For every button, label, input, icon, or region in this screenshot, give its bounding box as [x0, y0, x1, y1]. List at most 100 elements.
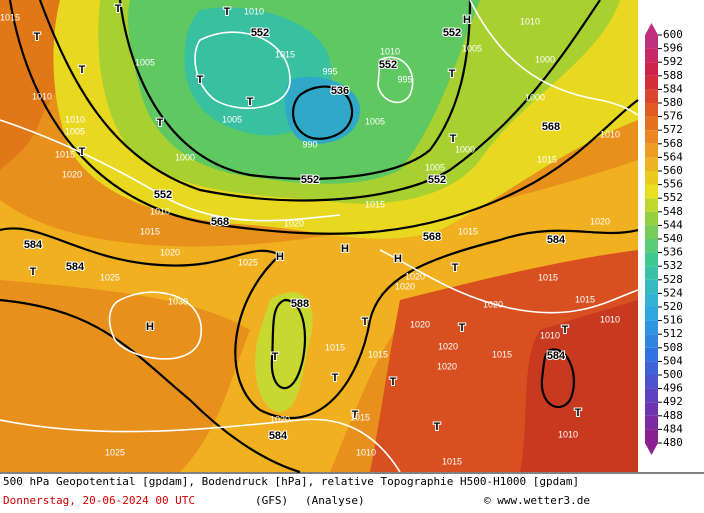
pressure-label: 1010 [600, 314, 620, 324]
colorbar-swatch [645, 48, 658, 63]
pressure-label: 1015 [492, 349, 512, 359]
colorbar: 4804844884924965005045085125165205245285… [645, 23, 683, 455]
colorbar-label: 488 [663, 409, 683, 422]
pressure-label: 1020 [437, 361, 457, 371]
colorbar-label: 580 [663, 96, 683, 109]
colorbar-swatch [645, 89, 658, 103]
contour [108, 291, 203, 360]
pressure-label: 1015 [325, 342, 345, 352]
pressure-label: 1020 [410, 319, 430, 329]
contour [379, 249, 639, 314]
pressure-label: 1000 [525, 92, 545, 102]
pressure-label: 1020 [483, 299, 503, 309]
pressure-label: 1010 [244, 6, 264, 16]
contour-label: T [450, 133, 457, 145]
colorbar-label: 484 [663, 422, 683, 435]
contour-label: T [452, 262, 459, 274]
pressure-label: 1015 [368, 349, 388, 359]
colorbar-label: 516 [663, 314, 683, 327]
colorbar-swatch [645, 103, 658, 117]
contour-label: T [115, 3, 122, 15]
contour-label: T [157, 117, 164, 129]
colorbar-label: 564 [663, 150, 683, 163]
contour-label: 584 [547, 350, 566, 362]
contour-label: 552 [154, 189, 172, 201]
contour-label: H [276, 251, 284, 263]
pressure-label: 1000 [455, 144, 475, 154]
pressure-label: 1015 [140, 226, 160, 236]
pressure-label: 1005 [425, 162, 445, 172]
contour [38, 0, 601, 202]
colorbar-label: 528 [663, 273, 683, 286]
pressure-label: 1010 [65, 114, 85, 124]
pressure-label: 1015 [0, 12, 20, 22]
pressure-label: 1020 [270, 414, 290, 424]
contour-label: 552 [251, 27, 269, 39]
contour-label: 584 [24, 239, 43, 251]
colorbar-swatch [645, 35, 658, 49]
pressure-label: 1020 [62, 169, 82, 179]
contour-label: T [352, 409, 359, 421]
contour-label: 584 [66, 261, 85, 273]
colorbar-swatch [645, 347, 658, 362]
colorbar-label: 512 [663, 327, 683, 340]
pressure-label: 1005 [65, 126, 85, 136]
colorbar-swatch [645, 293, 658, 307]
pressure-label: 1010 [32, 91, 52, 101]
colorbar-swatch [645, 75, 658, 90]
colorbar-label: 508 [663, 341, 683, 354]
contour-label: 552 [443, 27, 461, 39]
colorbar-label: 500 [663, 368, 683, 381]
contour-label: H [146, 321, 154, 333]
contour-label: T [449, 68, 456, 80]
pressure-label: 1020 [284, 218, 304, 228]
pressure-label: 995 [322, 66, 337, 76]
colorbar-label: 532 [663, 259, 683, 272]
pressure-label: 1005 [462, 43, 482, 53]
colorbar-swatch [645, 116, 658, 131]
colorbar-swatch [645, 211, 658, 226]
contour-label: T [390, 376, 397, 388]
pressure-label: 1025 [100, 272, 120, 282]
contour [0, 418, 401, 473]
colorbar-swatch [645, 143, 658, 158]
colorbar-swatch [645, 62, 658, 76]
colorbar-swatch [645, 225, 658, 239]
pressure-label: 1010 [380, 46, 400, 56]
colorbar-swatch [645, 171, 658, 185]
caption-run: (Analyse) [305, 494, 365, 507]
region [0, 160, 638, 472]
contour-label: T [79, 146, 86, 158]
pressure-label: 1020 [160, 247, 180, 257]
colorbar-label: 552 [663, 191, 683, 204]
contour-label: T [332, 372, 339, 384]
colorbar-label: 572 [663, 123, 683, 136]
caption-date: Donnerstag, 20-06-2024 00 UTC [3, 494, 195, 507]
contour-label: T [459, 322, 466, 334]
colorbar-swatch [645, 320, 658, 335]
contour-label: T [224, 6, 231, 18]
contour-label: T [79, 64, 86, 76]
colorbar-label: 600 [663, 28, 683, 41]
colorbar-label: 588 [663, 69, 683, 82]
pressure-contours [0, 0, 639, 473]
pressure-label: 1015 [275, 49, 295, 59]
pressure-label: 1010 [558, 429, 578, 439]
contour-label: T [34, 31, 41, 43]
contour-label: 536 [331, 85, 349, 97]
pressure-label: 995 [397, 74, 412, 84]
colorbar-swatch [645, 239, 658, 253]
pressure-label: 1030 [168, 296, 188, 306]
caption-model: (GFS) [255, 494, 288, 507]
contour-label: 584 [269, 430, 288, 442]
pressure-label: 1000 [535, 54, 555, 64]
caption-credit: © www.wetter3.de [484, 494, 590, 507]
pressure-label: 1010 [520, 16, 540, 26]
pressure-label: 1010 [356, 447, 376, 457]
contour-label: 552 [301, 174, 319, 186]
contour-label: T [362, 316, 369, 328]
contour-label: H [394, 253, 402, 265]
pressure-label: 1025 [238, 257, 258, 267]
region [255, 292, 313, 412]
